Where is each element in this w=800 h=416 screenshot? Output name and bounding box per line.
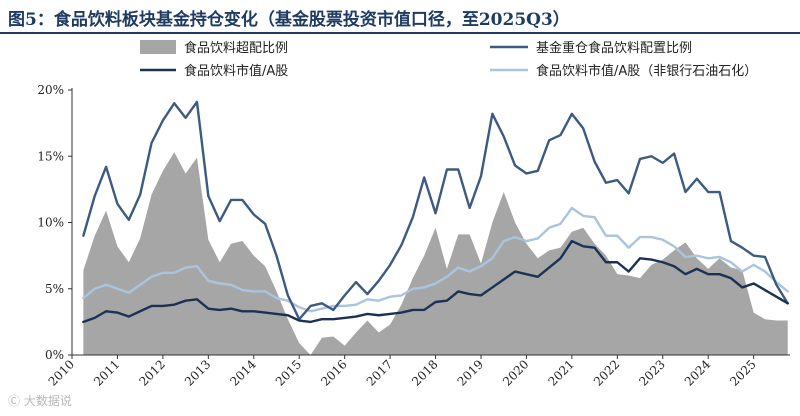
y-tick-label: 15% bbox=[37, 149, 64, 163]
legend-label-market-cap: 食品饮料市值/A股 bbox=[184, 63, 288, 79]
x-tick-label: 2013 bbox=[182, 357, 213, 388]
watermark: Ⓒ 大数据说 bbox=[8, 394, 72, 408]
title-bar: 图5：食品饮料板块基金持仓变化（基金股票投资市值口径，至2025Q3） bbox=[0, 0, 800, 34]
x-tick-label: 2023 bbox=[636, 357, 667, 388]
y-tick-label: 5% bbox=[45, 282, 64, 296]
x-tick-label: 2025 bbox=[727, 357, 758, 388]
legend-label-overweight: 食品饮料超配比例 bbox=[184, 40, 288, 56]
y-tick-label: 0% bbox=[45, 348, 64, 362]
series-area-0 bbox=[83, 152, 788, 355]
x-tick-label: 2015 bbox=[273, 357, 304, 388]
legend: 食品饮料超配比例 基金重仓食品饮料配置比例 食品饮料市值/A股 食品饮料市值/A… bbox=[140, 40, 757, 79]
x-tick-label: 2022 bbox=[591, 357, 622, 388]
x-tick-label: 2014 bbox=[227, 357, 259, 389]
x-tick-label: 2021 bbox=[545, 357, 576, 388]
x-tick-label: 2017 bbox=[364, 357, 395, 388]
title-underline bbox=[0, 32, 800, 34]
legend-swatch-overweight bbox=[140, 40, 176, 54]
x-tick-label: 2011 bbox=[91, 357, 122, 388]
x-tick-label: 2012 bbox=[137, 357, 168, 388]
series-line-3 bbox=[82, 206, 789, 313]
line-layer bbox=[82, 100, 789, 324]
legend-label-market-cap-ex-fin: 食品饮料市值/A股（非银行石油石化） bbox=[536, 63, 757, 79]
chart-title: 图5：食品饮料板块基金持仓变化（基金股票投资市值口径，至2025Q3） bbox=[8, 10, 570, 30]
x-tick-label: 2019 bbox=[455, 357, 486, 388]
legend-label-fund-allocation: 基金重仓食品饮料配置比例 bbox=[536, 40, 692, 56]
x-tick-label: 2018 bbox=[409, 357, 440, 388]
y-tick-label: 20% bbox=[37, 83, 64, 97]
y-tick-label: 10% bbox=[37, 216, 64, 230]
x-tick-label: 2024 bbox=[682, 357, 714, 389]
series-line-1 bbox=[82, 100, 789, 321]
x-tick-label: 2016 bbox=[318, 357, 349, 388]
series-line-2 bbox=[82, 239, 789, 324]
x-tick-label: 2020 bbox=[500, 357, 531, 388]
area-layer bbox=[83, 152, 788, 355]
